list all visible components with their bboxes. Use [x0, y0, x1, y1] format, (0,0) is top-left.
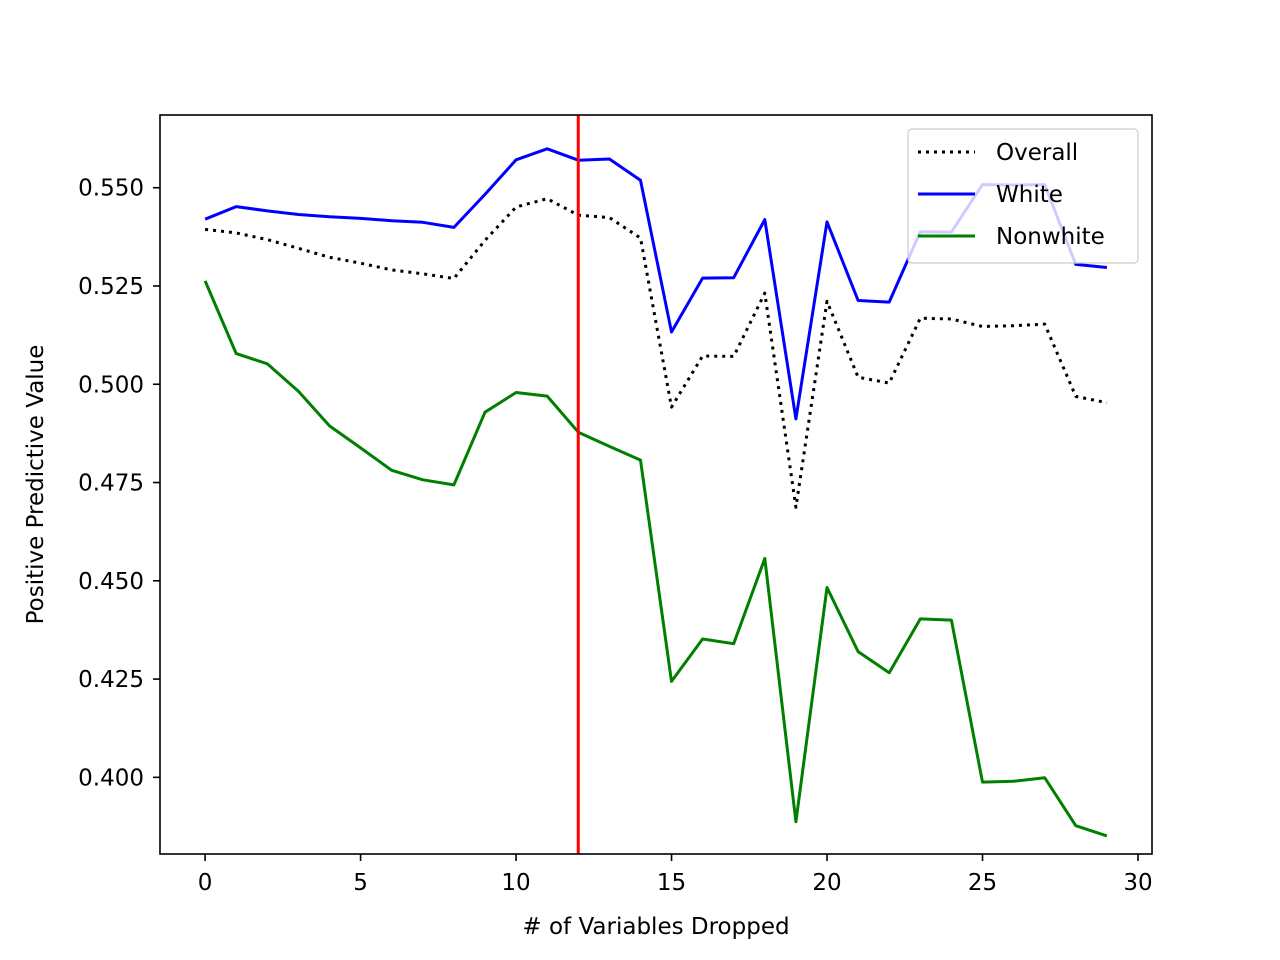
x-tick-label: 10 — [501, 870, 530, 896]
legend-label-nonwhite: Nonwhite — [996, 224, 1105, 250]
x-axis-label: # of Variables Dropped — [522, 914, 789, 940]
legend-label-white: White — [996, 182, 1063, 208]
x-tick-label: 0 — [198, 870, 213, 896]
y-tick-label: 0.500 — [78, 372, 144, 398]
y-tick-label: 0.525 — [78, 274, 144, 300]
x-tick-label: 15 — [657, 870, 686, 896]
x-tick-label: 5 — [353, 870, 368, 896]
x-tick-label: 30 — [1123, 870, 1152, 896]
x-tick-label: 20 — [812, 870, 841, 896]
y-tick-label: 0.425 — [78, 667, 144, 693]
series-line-nonwhite — [203, 280, 1108, 838]
legend-box — [907, 128, 1139, 264]
x-tick-label: 25 — [968, 870, 997, 896]
series-line-overall — [204, 197, 1108, 509]
plot-area-frame — [159, 114, 1153, 855]
y-tick-label: 0.475 — [78, 471, 144, 497]
y-axis-label: Positive Predictive Value — [23, 345, 49, 625]
x-axis-ticks: 0 5 10 15 20 25 30 — [198, 854, 1153, 896]
y-tick-label: 0.450 — [78, 569, 144, 595]
y-tick-label: 0.550 — [78, 176, 144, 202]
y-tick-label: 0.400 — [78, 765, 144, 791]
y-axis-ticks: 0.400 0.425 0.450 0.475 0.500 0.525 0.550 — [78, 176, 160, 791]
legend: Overall White Nonwhite — [907, 128, 1139, 264]
legend-label-overall: Overall — [996, 140, 1078, 166]
legend-entries: Overall White Nonwhite — [918, 140, 1105, 250]
